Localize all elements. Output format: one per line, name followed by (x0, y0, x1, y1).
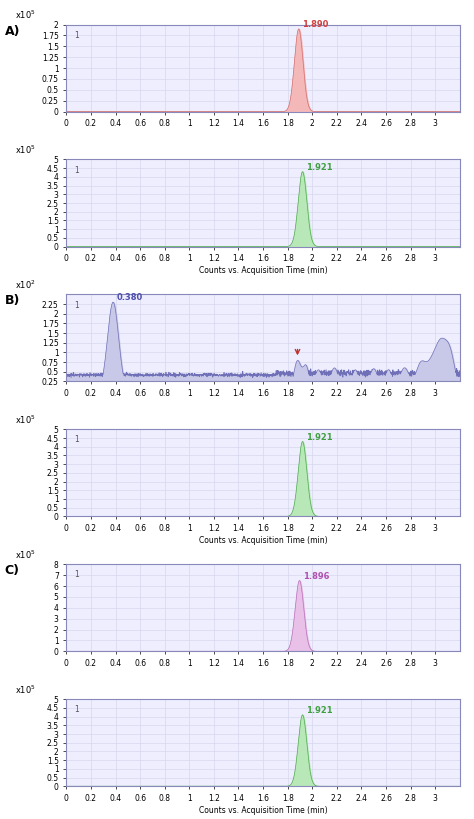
X-axis label: Counts vs. Acquisition Time (min): Counts vs. Acquisition Time (min) (199, 536, 328, 545)
Text: 1.921: 1.921 (306, 432, 333, 441)
Text: 1: 1 (74, 301, 79, 310)
Text: x10$^5$: x10$^5$ (15, 549, 36, 561)
Text: 1.921: 1.921 (306, 163, 333, 172)
Text: x10$^5$: x10$^5$ (15, 683, 36, 695)
Text: B): B) (5, 294, 20, 307)
Text: 1: 1 (74, 705, 79, 714)
Text: 1: 1 (74, 165, 79, 174)
Text: x10$^5$: x10$^5$ (15, 9, 36, 21)
Text: 1.896: 1.896 (303, 572, 329, 581)
Text: 1.890: 1.890 (302, 20, 329, 29)
Text: x10$^2$: x10$^2$ (15, 278, 36, 291)
Text: x10$^5$: x10$^5$ (15, 414, 36, 426)
Text: 1.921: 1.921 (306, 706, 333, 715)
Text: x10$^5$: x10$^5$ (15, 143, 36, 156)
Text: 1: 1 (74, 570, 79, 579)
Text: 0.380: 0.380 (117, 293, 143, 302)
X-axis label: Counts vs. Acquisition Time (min): Counts vs. Acquisition Time (min) (199, 266, 328, 275)
Text: C): C) (5, 564, 20, 577)
Text: 1: 1 (74, 30, 79, 39)
Text: A): A) (5, 25, 20, 38)
X-axis label: Counts vs. Acquisition Time (min): Counts vs. Acquisition Time (min) (199, 806, 328, 815)
Text: 1: 1 (74, 436, 79, 445)
